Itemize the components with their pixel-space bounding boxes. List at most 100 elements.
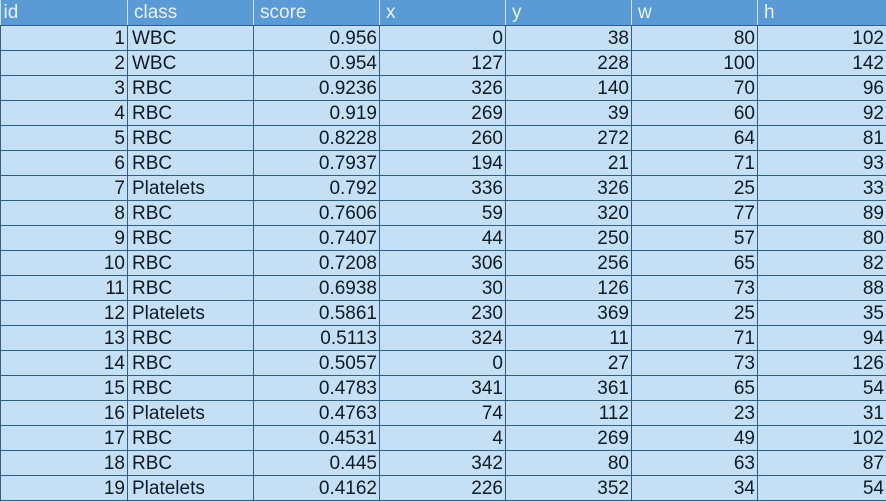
cell-w[interactable]: 70 bbox=[632, 76, 758, 101]
column-header-score[interactable]: score bbox=[254, 0, 380, 26]
cell-y[interactable]: 361 bbox=[506, 376, 632, 401]
cell-w[interactable]: 64 bbox=[632, 126, 758, 151]
cell-x[interactable]: 324 bbox=[380, 326, 506, 351]
cell-y[interactable]: 256 bbox=[506, 251, 632, 276]
cell-id[interactable]: 7 bbox=[1, 176, 128, 201]
cell-w[interactable]: 77 bbox=[632, 201, 758, 226]
cell-y[interactable]: 126 bbox=[506, 276, 632, 301]
cell-class[interactable]: RBC bbox=[128, 151, 254, 176]
cell-w[interactable]: 73 bbox=[632, 351, 758, 376]
cell-y[interactable]: 27 bbox=[506, 351, 632, 376]
cell-class[interactable]: RBC bbox=[128, 226, 254, 251]
cell-score[interactable]: 0.792 bbox=[254, 176, 380, 201]
cell-class[interactable]: WBC bbox=[128, 26, 254, 51]
cell-id[interactable]: 15 bbox=[1, 376, 128, 401]
cell-h[interactable]: 54 bbox=[758, 376, 886, 401]
cell-x[interactable]: 341 bbox=[380, 376, 506, 401]
cell-h[interactable]: 94 bbox=[758, 326, 886, 351]
cell-y[interactable]: 272 bbox=[506, 126, 632, 151]
cell-x[interactable]: 306 bbox=[380, 251, 506, 276]
cell-id[interactable]: 10 bbox=[1, 251, 128, 276]
cell-x[interactable]: 127 bbox=[380, 51, 506, 76]
cell-w[interactable]: 100 bbox=[632, 51, 758, 76]
column-header-h[interactable]: h bbox=[758, 0, 886, 26]
cell-h[interactable]: 81 bbox=[758, 126, 886, 151]
cell-id[interactable]: 19 bbox=[1, 476, 128, 501]
cell-score[interactable]: 0.6938 bbox=[254, 276, 380, 301]
cell-class[interactable]: RBC bbox=[128, 76, 254, 101]
cell-score[interactable]: 0.5861 bbox=[254, 301, 380, 326]
cell-id[interactable]: 1 bbox=[1, 26, 128, 51]
cell-class[interactable]: RBC bbox=[128, 251, 254, 276]
cell-w[interactable]: 65 bbox=[632, 376, 758, 401]
cell-score[interactable]: 0.956 bbox=[254, 26, 380, 51]
cell-w[interactable]: 71 bbox=[632, 151, 758, 176]
cell-class[interactable]: Platelets bbox=[128, 401, 254, 426]
cell-y[interactable]: 369 bbox=[506, 301, 632, 326]
cell-score[interactable]: 0.4763 bbox=[254, 401, 380, 426]
cell-id[interactable]: 17 bbox=[1, 426, 128, 451]
cell-h[interactable]: 92 bbox=[758, 101, 886, 126]
cell-id[interactable]: 5 bbox=[1, 126, 128, 151]
cell-id[interactable]: 11 bbox=[1, 276, 128, 301]
cell-x[interactable]: 269 bbox=[380, 101, 506, 126]
cell-h[interactable]: 126 bbox=[758, 351, 886, 376]
cell-score[interactable]: 0.5113 bbox=[254, 326, 380, 351]
cell-id[interactable]: 16 bbox=[1, 401, 128, 426]
cell-class[interactable]: RBC bbox=[128, 351, 254, 376]
cell-score[interactable]: 0.7407 bbox=[254, 226, 380, 251]
cell-score[interactable]: 0.7208 bbox=[254, 251, 380, 276]
cell-id[interactable]: 9 bbox=[1, 226, 128, 251]
cell-y[interactable]: 39 bbox=[506, 101, 632, 126]
cell-score[interactable]: 0.445 bbox=[254, 451, 380, 476]
cell-class[interactable]: Platelets bbox=[128, 476, 254, 501]
cell-class[interactable]: Platelets bbox=[128, 176, 254, 201]
cell-w[interactable]: 73 bbox=[632, 276, 758, 301]
cell-score[interactable]: 0.8228 bbox=[254, 126, 380, 151]
cell-w[interactable]: 80 bbox=[632, 26, 758, 51]
column-header-id[interactable]: id bbox=[1, 0, 128, 26]
cell-h[interactable]: 102 bbox=[758, 26, 886, 51]
cell-y[interactable]: 269 bbox=[506, 426, 632, 451]
cell-class[interactable]: RBC bbox=[128, 451, 254, 476]
cell-h[interactable]: 54 bbox=[758, 476, 886, 501]
cell-id[interactable]: 4 bbox=[1, 101, 128, 126]
cell-w[interactable]: 34 bbox=[632, 476, 758, 501]
cell-x[interactable]: 0 bbox=[380, 26, 506, 51]
cell-class[interactable]: WBC bbox=[128, 51, 254, 76]
cell-score[interactable]: 0.919 bbox=[254, 101, 380, 126]
cell-x[interactable]: 30 bbox=[380, 276, 506, 301]
cell-x[interactable]: 336 bbox=[380, 176, 506, 201]
cell-x[interactable]: 260 bbox=[380, 126, 506, 151]
cell-class[interactable]: RBC bbox=[128, 426, 254, 451]
cell-class[interactable]: RBC bbox=[128, 276, 254, 301]
cell-score[interactable]: 0.4531 bbox=[254, 426, 380, 451]
cell-id[interactable]: 14 bbox=[1, 351, 128, 376]
cell-id[interactable]: 2 bbox=[1, 51, 128, 76]
cell-y[interactable]: 140 bbox=[506, 76, 632, 101]
cell-score[interactable]: 0.5057 bbox=[254, 351, 380, 376]
cell-w[interactable]: 25 bbox=[632, 301, 758, 326]
cell-id[interactable]: 6 bbox=[1, 151, 128, 176]
cell-y[interactable]: 112 bbox=[506, 401, 632, 426]
cell-h[interactable]: 102 bbox=[758, 426, 886, 451]
cell-y[interactable]: 352 bbox=[506, 476, 632, 501]
cell-h[interactable]: 88 bbox=[758, 276, 886, 301]
cell-w[interactable]: 71 bbox=[632, 326, 758, 351]
cell-h[interactable]: 80 bbox=[758, 226, 886, 251]
cell-id[interactable]: 13 bbox=[1, 326, 128, 351]
cell-h[interactable]: 35 bbox=[758, 301, 886, 326]
cell-h[interactable]: 87 bbox=[758, 451, 886, 476]
cell-x[interactable]: 74 bbox=[380, 401, 506, 426]
